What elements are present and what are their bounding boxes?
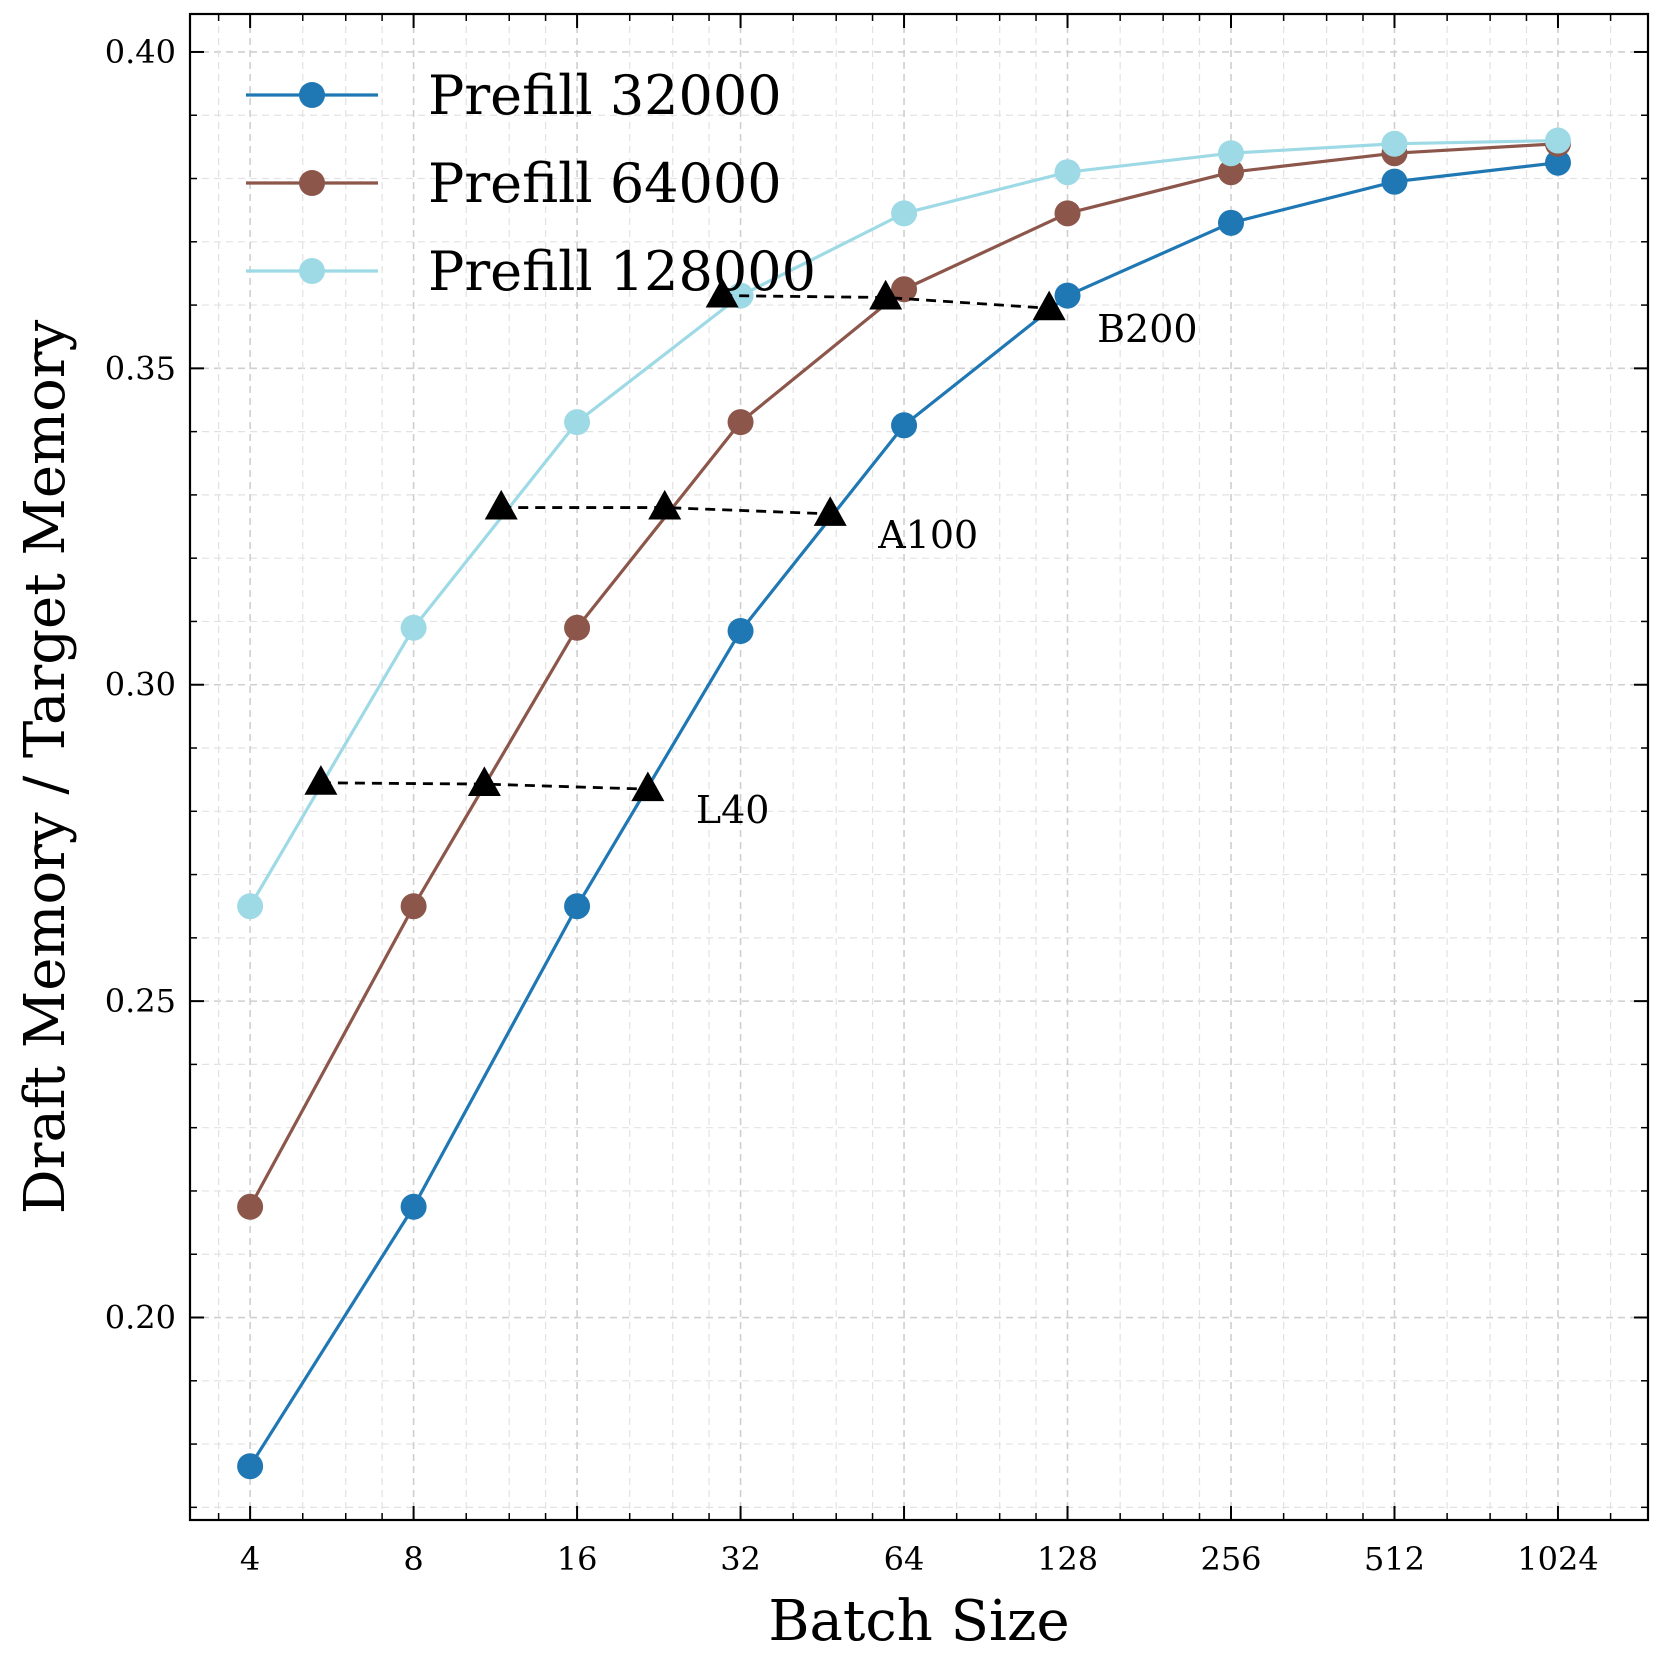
data-point — [237, 1193, 264, 1220]
data-point — [564, 614, 591, 641]
annotation-dashed-line — [320, 781, 648, 791]
y-axis-label: Draft Memory / Target Memory — [13, 319, 78, 1214]
annotation-a100: A100 — [484, 489, 978, 557]
x-tick-label: 128 — [1037, 1540, 1098, 1578]
data-point — [1218, 140, 1245, 167]
data-point — [400, 1193, 427, 1220]
x-tick-label: 8 — [403, 1540, 423, 1578]
data-point — [727, 409, 754, 436]
data-point — [1381, 168, 1408, 195]
data-point — [564, 893, 591, 920]
annotation-triangle-marker — [705, 277, 739, 308]
series-3 — [237, 127, 1571, 920]
legend-marker — [299, 82, 325, 108]
legend-marker — [299, 258, 325, 284]
annotation-triangle-marker — [467, 766, 501, 797]
x-tick-label: 1024 — [1517, 1540, 1598, 1578]
data-point — [1544, 149, 1571, 176]
data-point — [400, 893, 427, 920]
data-point — [891, 412, 918, 439]
y-tick-label: 0.30 — [105, 666, 176, 704]
data-point — [891, 276, 918, 303]
x-tick-label: 512 — [1364, 1540, 1425, 1578]
annotation-triangle-marker — [484, 489, 518, 520]
annotation-l40: L40 — [304, 765, 769, 832]
annotation-triangle-marker — [813, 496, 847, 526]
annotation-label: A100 — [877, 513, 978, 557]
annotation-triangle-marker — [631, 771, 665, 802]
annotation-triangle-marker — [304, 765, 338, 795]
x-tick-label: 4 — [240, 1540, 260, 1578]
legend-label: Prefill 64000 — [428, 152, 782, 215]
gpu-annotations: L40 A100 B200 — [304, 277, 1198, 832]
annotation-label: L40 — [696, 788, 770, 832]
data-point — [1054, 282, 1081, 309]
data-point — [237, 1453, 264, 1480]
data-point — [727, 617, 754, 644]
data-point — [400, 614, 427, 641]
plot-frame — [188, 12, 1650, 1522]
annotation-triangle-marker — [869, 279, 903, 310]
grid — [190, 14, 1648, 1520]
x-axis-label: Batch Size — [768, 1589, 1069, 1654]
data-point — [1381, 130, 1408, 157]
series-lines — [237, 127, 1571, 1480]
legend: Prefill 32000 Prefill 64000 Prefill 128000 — [246, 64, 816, 303]
x-tick-label: 16 — [557, 1540, 598, 1578]
annotation-triangle-marker — [1032, 290, 1066, 321]
legend-item: Prefill 32000 — [246, 64, 782, 127]
x-tick-label: 32 — [720, 1540, 761, 1578]
annotation-label: B200 — [1097, 307, 1197, 351]
legend-marker — [299, 170, 325, 196]
y-tick-label: 0.40 — [105, 33, 176, 71]
data-point — [1054, 200, 1081, 227]
data-point — [1544, 127, 1571, 154]
data-point — [1218, 159, 1245, 186]
annotation-dashed-line — [722, 294, 1050, 310]
legend-label: Prefill 32000 — [428, 64, 782, 127]
x-tick-label: 256 — [1200, 1540, 1261, 1578]
annotation-b200: B200 — [705, 277, 1198, 351]
y-tick-label: 0.20 — [105, 1299, 176, 1337]
data-point — [1218, 209, 1245, 236]
axis-ticks: 0.20 0.25 0.30 0.35 0.40 4 8 16 32 64 128 256 512 102… — [105, 14, 1648, 1578]
legend-label: Prefill 128000 — [428, 240, 816, 303]
data-point — [564, 409, 591, 436]
y-tick-label: 0.35 — [105, 349, 176, 387]
data-point — [891, 200, 918, 227]
data-point — [237, 893, 264, 920]
annotation-dashed-line — [501, 506, 831, 516]
x-tick-label: 64 — [884, 1540, 925, 1578]
series-1 — [237, 149, 1571, 1480]
annotation-triangle-marker — [648, 489, 682, 520]
legend-item: Prefill 128000 — [246, 240, 816, 303]
legend-item: Prefill 64000 — [246, 152, 782, 215]
data-point — [1054, 159, 1081, 186]
y-tick-label: 0.25 — [105, 982, 176, 1020]
